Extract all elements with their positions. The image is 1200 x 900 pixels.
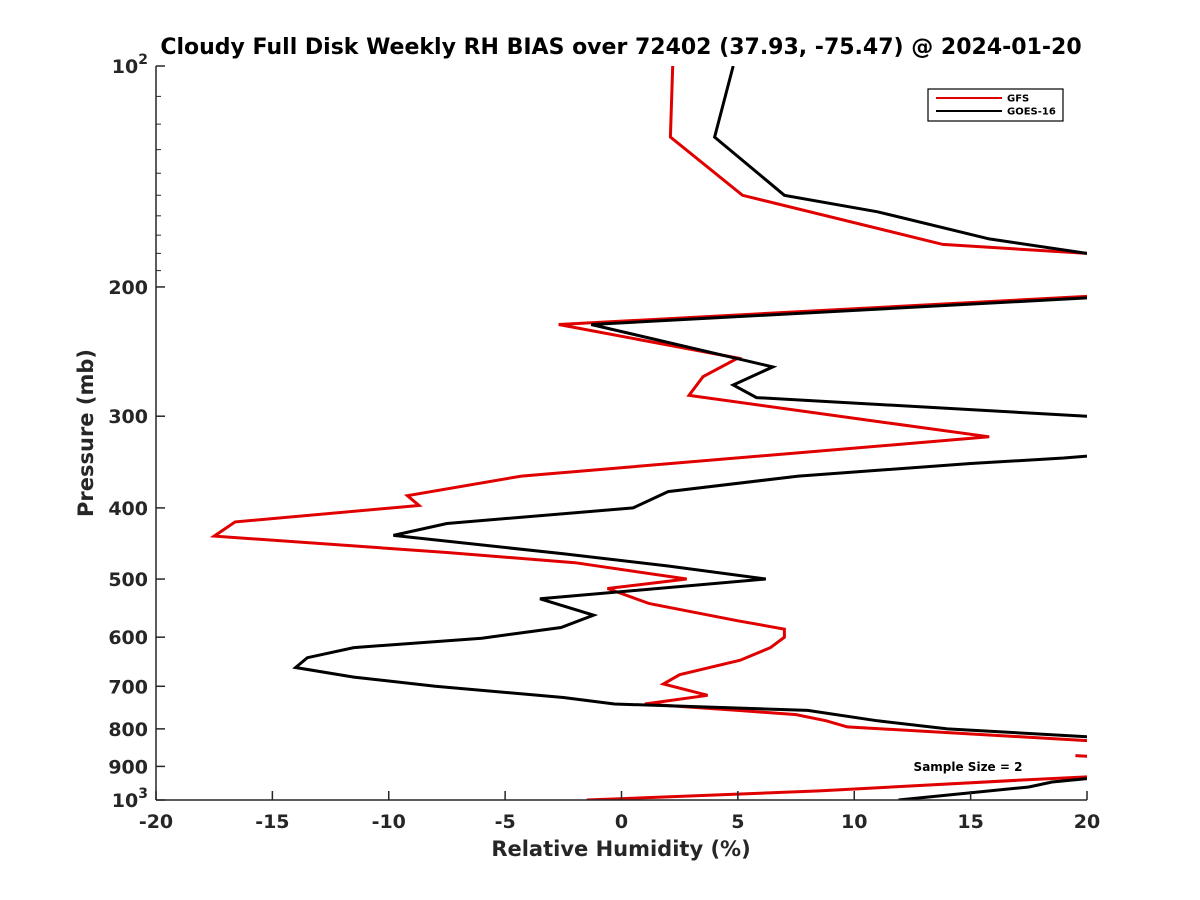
y-axis-title: Pressure (mb) [74,349,98,517]
legend-label-gfs: GFS [1007,94,1029,105]
x-tick-label: 5 [731,811,744,833]
y-tick-label: 400 [108,498,148,520]
y-tick-label: 200 [108,277,148,299]
legend-box [927,88,1064,122]
y-tick-label: 103 [112,786,148,812]
x-tick-label: -5 [495,811,516,833]
x-axis-title: Relative Humidity (%) [491,837,750,861]
series-line-goes-16-segment-1 [590,296,1087,418]
plot-area [156,66,1087,800]
y-tick-label: 900 [108,756,148,778]
series-line-gfs-segment-3 [586,775,1087,800]
y-tick-label: 102 [112,52,148,78]
axes-layer: -20 -15 -10 -5 0 5 10 15 20 102 200 300 400 500 600 700… [108,52,1100,833]
x-tick-label: 10 [841,811,867,833]
x-tick-label: 15 [957,811,983,833]
y-tick-label: 800 [108,719,148,741]
x-tick-label: 0 [615,811,628,833]
y-tick-label: 500 [108,569,148,591]
x-tick-label: -10 [372,811,406,833]
x-tick-label: 20 [1074,811,1100,833]
y-tick-label: 300 [108,406,148,428]
sample-size-annotation: Sample Size = 2 [914,760,1023,774]
plot-background [156,66,1087,800]
x-tick-label: -15 [255,811,289,833]
series-line-gfs-segment-2 [1075,754,1087,758]
legend-label-goes-16: GOES-16 [1007,107,1056,118]
chart-title: Cloudy Full Disk Weekly RH BIAS over 724… [160,35,1081,60]
series-layer [209,66,1087,800]
series-line-gfs-segment-0 [668,66,1087,255]
series-line-goes-16-segment-0 [712,66,1087,255]
x-tick-label: -20 [139,811,173,833]
series-line-goes-16-segment-3 [898,777,1087,800]
series-line-goes-16-segment-2 [292,454,1087,739]
y-tick-label: 700 [108,676,148,698]
legend: GFS GOES-16 [927,88,1064,122]
y-tick-label: 600 [108,627,148,649]
